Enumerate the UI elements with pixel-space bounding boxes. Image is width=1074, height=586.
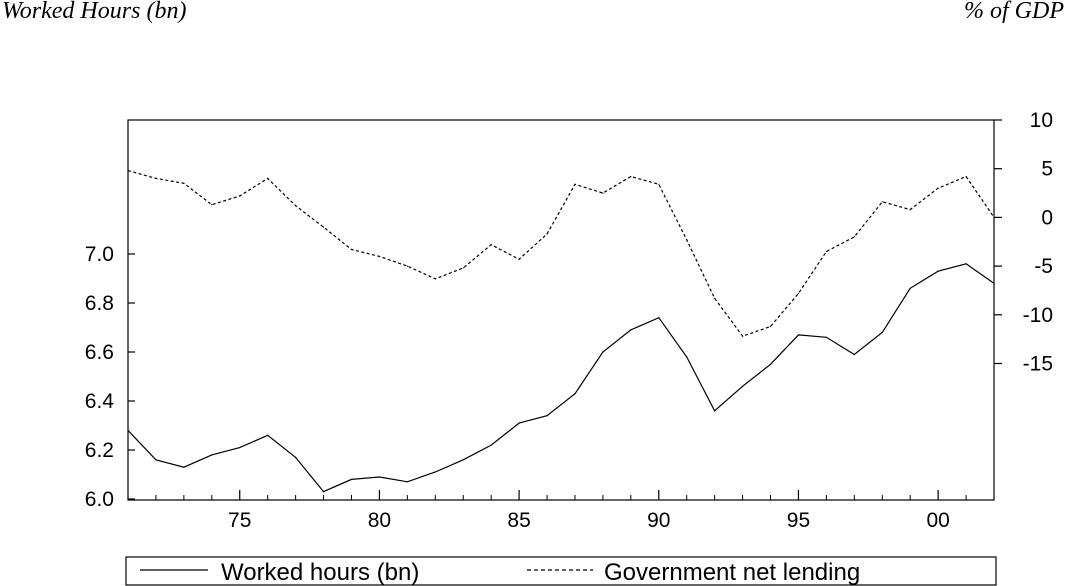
tick-labels: 75 80 85 90 95 00 6.0 6.2 6.4 6.6 6.8 7.0 -15 -10 -5 0 5… [85, 109, 1053, 532]
left-tick-label: 6.0 [85, 488, 114, 511]
data-point [295, 456, 297, 458]
x-tick-label: 90 [647, 509, 670, 532]
series-line-1 [127, 170, 995, 337]
data-point [658, 183, 660, 185]
data-point [462, 267, 464, 269]
series-line-0 [127, 263, 995, 493]
right-axis-title: % of GDP [964, 0, 1064, 24]
data-point [378, 476, 380, 478]
data-point [350, 248, 353, 251]
data-point [658, 317, 660, 319]
data-point [574, 183, 576, 185]
data-point [462, 459, 464, 461]
data-point [602, 192, 604, 194]
data-point [406, 481, 408, 483]
data-point [769, 363, 772, 365]
left-axis-title: Worked Hours (bn) [2, 0, 187, 24]
legend-label-government-net-lending: Government net lending [604, 559, 860, 586]
data-point [211, 454, 213, 456]
data-point [742, 385, 744, 387]
x-tick-label: 85 [507, 509, 530, 532]
data-point [797, 334, 800, 336]
data-point [825, 250, 828, 253]
data-point [350, 478, 353, 480]
right-tick-label: -15 [1023, 353, 1053, 376]
data-point [853, 236, 855, 238]
data-point [546, 233, 548, 235]
data-point [769, 325, 772, 328]
data-point [686, 356, 688, 358]
data-point [602, 351, 604, 353]
data-point [490, 244, 492, 246]
data-point [965, 263, 967, 265]
data-point [574, 393, 576, 395]
data-point [322, 491, 325, 493]
data-point [239, 195, 241, 197]
data-point [267, 434, 269, 436]
data-point [742, 335, 744, 337]
x-tick-label: 80 [368, 509, 391, 532]
data-point [686, 239, 688, 241]
data-point [797, 292, 800, 294]
right-tick-label: 5 [1041, 158, 1053, 181]
data-point [714, 410, 716, 412]
left-tick-label: 6.4 [85, 390, 115, 413]
right-tick-label: -5 [1034, 255, 1053, 278]
data-point [490, 444, 492, 446]
data-point [518, 422, 520, 424]
data-point [378, 255, 380, 257]
data-point [909, 287, 911, 289]
x-tick-label: 95 [787, 509, 810, 532]
data-point [937, 187, 939, 189]
data-point [825, 336, 828, 338]
data-point [295, 205, 297, 207]
data-point [630, 175, 632, 178]
axis-ticks [127, 119, 1002, 500]
data-point [881, 331, 883, 333]
legend: Worked hours (bn) Government net lending [125, 556, 997, 586]
data-point [434, 471, 436, 473]
legend-label-worked-hours: Worked hours (bn) [221, 559, 419, 586]
legend-box [125, 556, 997, 586]
right-tick-label: 0 [1041, 206, 1053, 229]
data-point [965, 175, 967, 178]
left-tick-label: 7.0 [85, 243, 114, 266]
data-point [546, 415, 548, 417]
x-tick-label: 75 [228, 509, 251, 532]
data-point [127, 170, 129, 172]
data-point [239, 447, 241, 449]
data-point [937, 270, 939, 272]
right-tick-label: -10 [1023, 304, 1053, 327]
data-point [714, 297, 716, 299]
data-point [853, 353, 855, 356]
data-point [406, 265, 408, 267]
plot-frame [127, 119, 995, 501]
data-point [881, 201, 883, 203]
data-point [518, 258, 520, 260]
left-tick-label: 6.8 [85, 292, 114, 315]
data-point [155, 177, 157, 179]
left-tick-label: 6.2 [85, 439, 114, 462]
x-tick-label: 00 [926, 509, 949, 532]
data-point [434, 278, 436, 280]
data-point [630, 329, 632, 331]
data-point [127, 429, 129, 431]
data-point [183, 466, 185, 468]
left-tick-label: 6.6 [85, 341, 114, 364]
data-point [211, 204, 213, 206]
data-point [993, 216, 995, 218]
data-point [155, 459, 157, 461]
data-point [267, 177, 269, 179]
data-point [183, 182, 185, 184]
series-lines [127, 170, 995, 493]
data-point [909, 209, 911, 211]
right-tick-label: 10 [1030, 109, 1053, 132]
data-point [993, 282, 995, 284]
data-point [322, 226, 325, 228]
